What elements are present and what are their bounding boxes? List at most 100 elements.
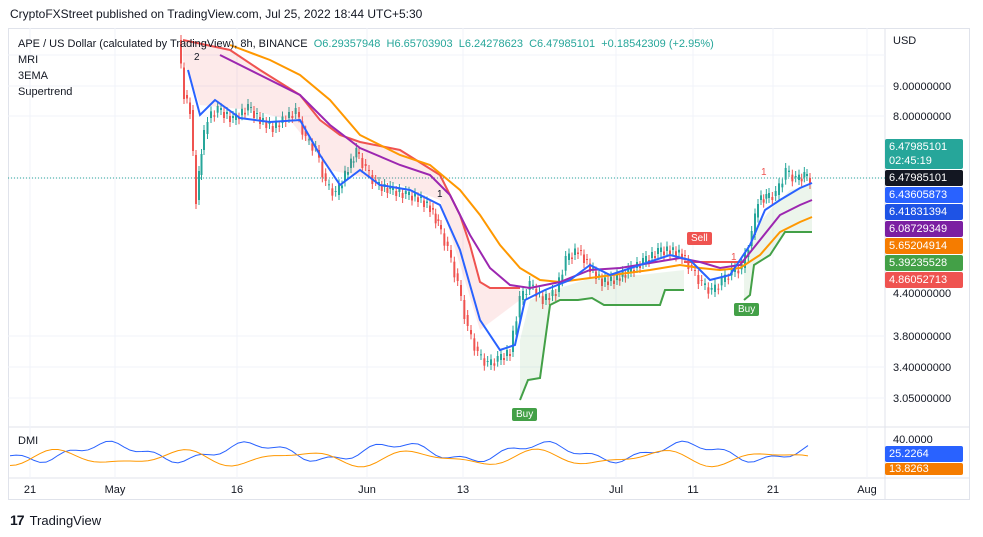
candle-body: [493, 363, 496, 366]
candle-body: [386, 188, 389, 193]
price-badge-ema-slow: 5.65204914: [885, 238, 963, 254]
candle-body: [714, 284, 716, 292]
candle-body: [281, 116, 284, 123]
ohlc-change: +0.18542309 (+2.95%): [601, 38, 714, 50]
ema-mid-line: [219, 54, 813, 290]
candle-body: [717, 288, 720, 290]
ema-fast-line: [187, 69, 813, 352]
candle-body: [476, 346, 479, 351]
candle-body: [571, 257, 573, 259]
candle-body: [200, 154, 203, 175]
candle-body: [301, 121, 304, 135]
candle-body: [754, 213, 756, 235]
candle-body: [554, 294, 557, 296]
candle-body: [429, 205, 431, 212]
candle-body: [545, 294, 547, 300]
candle-body: [232, 116, 234, 118]
candle-body: [781, 183, 784, 188]
candle-body: [195, 155, 197, 204]
supertrend-up-line: [519, 289, 684, 401]
time-axis-label: 21: [24, 484, 36, 496]
candle-body: [687, 260, 690, 269]
candle-body: [551, 290, 554, 296]
candle-body: [704, 283, 706, 285]
candle-body: [278, 125, 281, 127]
candle-body: [334, 191, 337, 192]
candle-body: [341, 185, 343, 189]
candle-body: [800, 178, 803, 182]
candle-body: [624, 275, 627, 278]
candle-body: [352, 161, 355, 163]
wave-mark-1c: 1: [761, 167, 767, 178]
candle-body: [473, 338, 476, 351]
candle-body: [456, 273, 459, 281]
candle-body: [324, 173, 327, 181]
candle-body: [220, 108, 222, 110]
candle-body: [328, 184, 330, 186]
candle-body: [203, 130, 205, 150]
indicator-mri[interactable]: MRI: [18, 54, 39, 66]
dmi-minus-badge: 13.8263: [885, 463, 963, 475]
candle-body: [710, 288, 713, 290]
candle-body: [265, 122, 268, 128]
candle-body: [727, 278, 730, 280]
price-axis-label: 8.00000000: [893, 111, 951, 123]
candle-body: [561, 274, 564, 282]
candle-body: [672, 247, 674, 250]
candle-body: [535, 288, 538, 297]
candle-body: [247, 104, 249, 111]
candle-body: [651, 252, 653, 258]
candle-body: [639, 266, 641, 268]
candle-body: [791, 174, 794, 182]
time-axis-label: 13: [457, 484, 469, 496]
candle-body: [432, 208, 434, 210]
candle-body: [401, 193, 404, 198]
candle-body: [616, 274, 618, 280]
candle-body: [288, 112, 290, 118]
wave-mark-1a: 1: [437, 189, 443, 200]
candle-body: [707, 287, 710, 294]
candle-body: [241, 108, 243, 116]
candle-body: [525, 294, 528, 295]
candle-body: [350, 158, 352, 168]
candle-body: [198, 171, 200, 200]
candle-body: [577, 252, 579, 254]
candle-body: [580, 250, 582, 251]
ohlc-open: O6.29357948: [313, 38, 381, 50]
candle-body: [595, 271, 597, 279]
time-axis-label: 21: [767, 484, 779, 496]
candle-body: [355, 148, 358, 158]
candle-body: [724, 274, 726, 282]
supertrend-buy-tag-1: Buy: [512, 408, 538, 421]
candle-body: [253, 111, 255, 118]
candle-body: [568, 253, 570, 260]
candle-body: [213, 115, 216, 117]
candle-body: [321, 161, 324, 178]
candle-body: [275, 121, 277, 128]
candle-body: [788, 170, 790, 172]
indicator-3ema[interactable]: 3EMA: [18, 70, 48, 82]
wave-mark-2: 2: [194, 52, 200, 63]
candle-body: [654, 256, 656, 258]
chart-frame[interactable]: [8, 28, 970, 500]
price-axis-currency: USD: [893, 35, 916, 47]
price-badge-supertrend-up: 5.39235528: [885, 255, 963, 271]
time-axis-label: 16: [231, 484, 243, 496]
footer-brand[interactable]: 17 TradingView: [10, 512, 101, 528]
candle-body: [423, 200, 425, 207]
candle-body: [697, 275, 700, 284]
candle-body: [420, 196, 422, 198]
candle-body: [720, 278, 723, 286]
candle-body: [408, 191, 410, 195]
candle-body: [404, 191, 407, 194]
publisher-header: CryptoFXStreet published on TradingView.…: [10, 7, 423, 21]
candle-body: [453, 261, 456, 278]
candle-body: [223, 112, 225, 118]
candle-body: [737, 270, 740, 274]
candle-body: [604, 277, 606, 282]
indicator-supertrend[interactable]: Supertrend: [18, 86, 73, 98]
symbol-title[interactable]: APE / US Dollar (calculated by TradingVi…: [18, 38, 308, 50]
candle-body: [480, 354, 482, 356]
candle-body: [675, 251, 677, 257]
